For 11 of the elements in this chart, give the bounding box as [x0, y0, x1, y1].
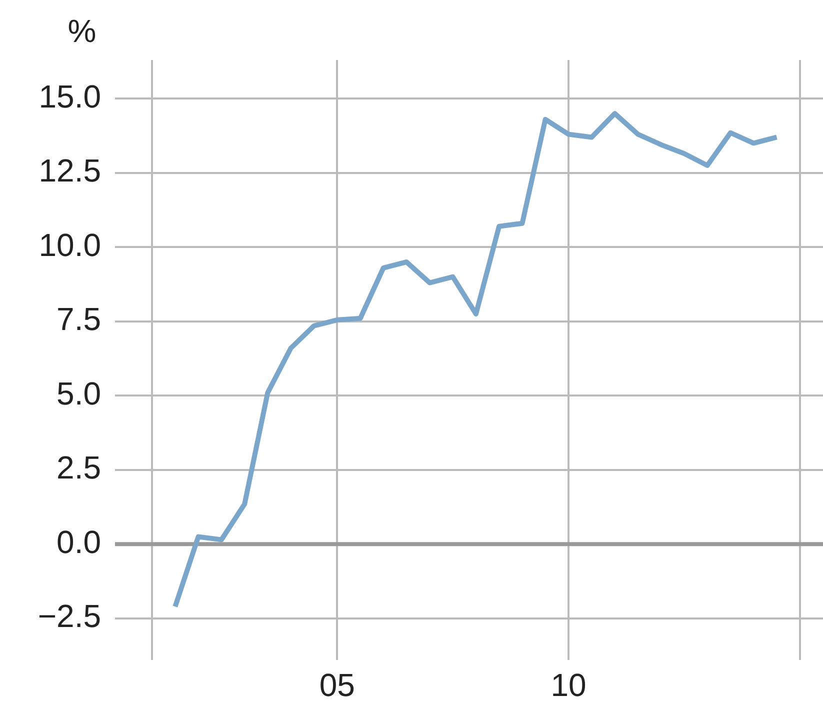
x-tick-label: 10: [550, 667, 586, 704]
y-tick-label: 15.0: [38, 78, 101, 114]
y-tick-label: 10.0: [38, 226, 101, 263]
y-tick-label: 7.5: [56, 301, 101, 338]
y-tick-label: 5.0: [56, 375, 101, 412]
y-tick-label: 12.5: [38, 152, 101, 189]
y-tick-label: −2.5: [38, 598, 101, 634]
x-tick-label: 05: [319, 667, 355, 704]
y-axis-title: %: [68, 13, 96, 49]
y-tick-label: 2.5: [56, 450, 101, 486]
y-tick-label: 0.0: [56, 524, 101, 560]
